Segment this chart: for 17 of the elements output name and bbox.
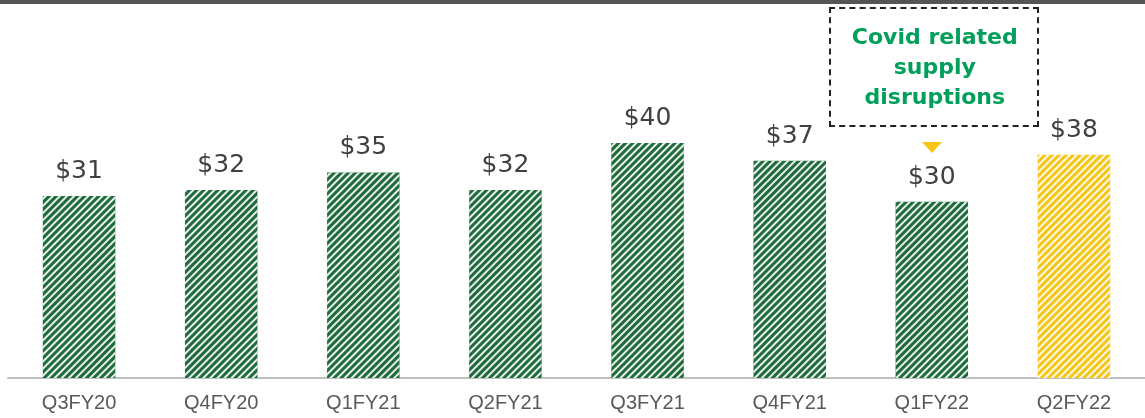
x-tick-label: Q1FY22	[894, 391, 970, 413]
x-tick-label: Q4FY20	[183, 391, 259, 413]
x-tick-label: Q2FY21	[468, 391, 543, 413]
x-tick-label: Q4FY21	[752, 391, 827, 413]
x-tick-label: Q2FY22	[1036, 391, 1112, 413]
data-label: $37	[765, 119, 814, 149]
x-tick-label: Q3FY21	[610, 391, 685, 413]
data-label: $32	[197, 149, 246, 178]
data-label: $32	[481, 149, 530, 178]
data-label: $30	[907, 160, 956, 190]
data-label: $40	[623, 102, 672, 131]
x-tick-label: Q1FY21	[326, 391, 401, 413]
data-label: $38	[1050, 113, 1098, 143]
x-tick-label: Q3FY20	[41, 391, 117, 413]
data-label: $35	[339, 131, 388, 161]
data-label: $31	[55, 154, 103, 184]
text: Covid related supply disruptions	[850, 23, 1019, 111]
